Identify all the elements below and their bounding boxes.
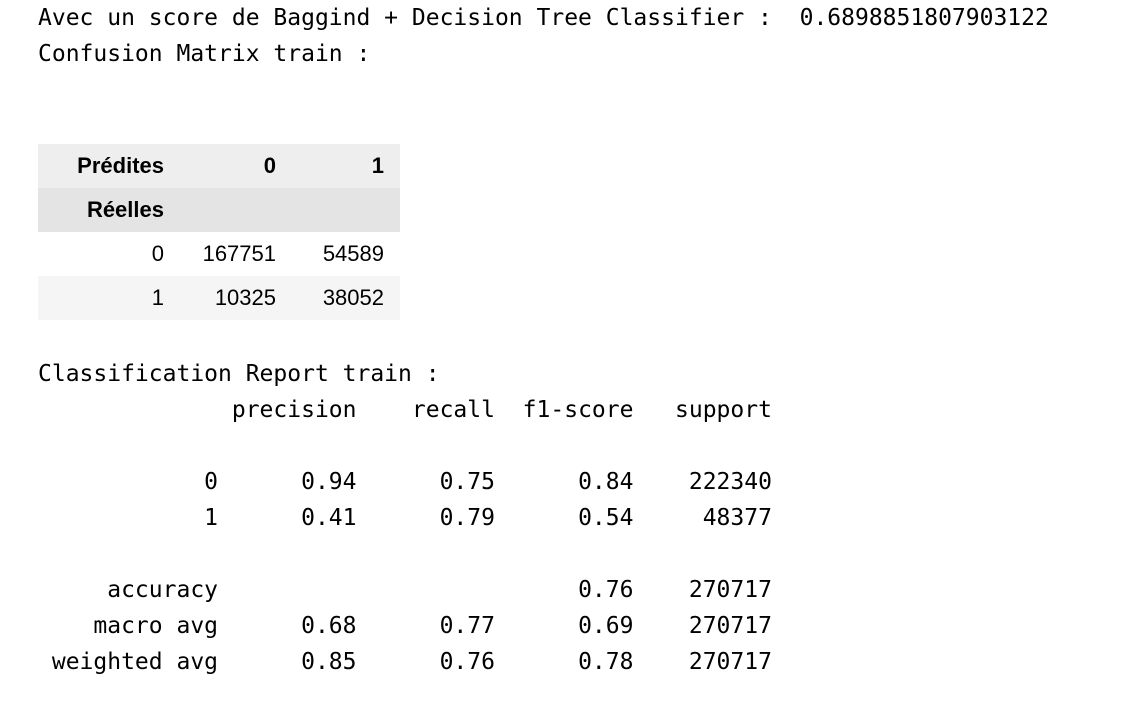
report-precision: 0.41 bbox=[218, 505, 357, 531]
index-name-row-empty-cell bbox=[180, 188, 292, 232]
report-row-label: macro avg bbox=[38, 613, 219, 639]
report-recall: 0.77 bbox=[356, 613, 495, 639]
confusion-matrix-title: Confusion Matrix train : bbox=[38, 41, 371, 67]
report-precision: 0.85 bbox=[218, 649, 357, 675]
report-precision bbox=[218, 577, 356, 603]
report-f1: 0.54 bbox=[494, 505, 634, 531]
report-f1: 0.84 bbox=[494, 469, 634, 495]
report-f1: 0.78 bbox=[494, 649, 634, 675]
report-header-support: support bbox=[633, 397, 772, 423]
report-recall: 0.75 bbox=[356, 469, 495, 495]
report-header-precision: precision bbox=[38, 397, 357, 423]
report-f1: 0.76 bbox=[494, 577, 634, 603]
confusion-matrix-table: Prédites 0 1 Réelles 0 167751 54589 1 10… bbox=[38, 144, 400, 320]
column-header-0: 0 bbox=[180, 144, 292, 188]
report-row: weighted avg 0.85 0.76 0.78 270717 bbox=[38, 649, 772, 675]
index-name-row: Réelles bbox=[38, 188, 400, 232]
report-f1: 0.69 bbox=[494, 613, 634, 639]
table-cell: 54589 bbox=[322, 241, 384, 266]
index-name-header: Réelles bbox=[38, 188, 180, 232]
index-name-row-empty-cell bbox=[292, 188, 400, 232]
score-line: Avec un score de Baggind + Decision Tree… bbox=[38, 5, 1049, 31]
report-row-label: accuracy bbox=[38, 577, 219, 603]
report-support: 48377 bbox=[633, 505, 772, 531]
report-recall: 0.79 bbox=[356, 505, 495, 531]
row-index: 1 bbox=[151, 285, 164, 310]
report-header-row: precision recall f1-score support bbox=[38, 397, 772, 423]
report-header-recall: recall bbox=[356, 397, 495, 423]
table-header-row: Prédites 0 1 bbox=[38, 144, 400, 188]
table-row: 0 167751 54589 bbox=[38, 232, 400, 276]
classification-report-output: Classification Report train : precision … bbox=[38, 356, 772, 680]
table-cell: 38052 bbox=[322, 285, 384, 310]
stdout-output: Avec un score de Baggind + Decision Tree… bbox=[38, 0, 1049, 72]
report-row: macro avg 0.68 0.77 0.69 270717 bbox=[38, 613, 772, 639]
table-row: 1 10325 38052 bbox=[38, 276, 400, 320]
report-precision: 0.94 bbox=[218, 469, 357, 495]
report-row: 0 0.94 0.75 0.84 222340 bbox=[38, 469, 772, 495]
table-cell: 10325 bbox=[214, 285, 276, 310]
classification-report-title: Classification Report train : bbox=[38, 361, 440, 387]
report-row-label: 0 bbox=[38, 469, 219, 495]
confusion-matrix-dataframe: Prédites 0 1 Réelles 0 167751 54589 1 10… bbox=[38, 144, 400, 320]
column-header-1: 1 bbox=[292, 144, 400, 188]
columns-name-header: Prédites bbox=[38, 144, 180, 188]
report-support: 270717 bbox=[633, 577, 772, 603]
report-header-f1: f1-score bbox=[494, 397, 634, 423]
report-recall bbox=[357, 577, 495, 603]
report-support: 270717 bbox=[633, 613, 772, 639]
table-cell: 167751 bbox=[202, 241, 276, 266]
report-support: 222340 bbox=[633, 469, 772, 495]
report-row: accuracy 0.76 270717 bbox=[38, 577, 772, 603]
report-support: 270717 bbox=[633, 649, 772, 675]
report-recall: 0.76 bbox=[356, 649, 495, 675]
report-precision: 0.68 bbox=[218, 613, 357, 639]
report-row-label: 1 bbox=[38, 505, 219, 531]
report-row: 1 0.41 0.79 0.54 48377 bbox=[38, 505, 772, 531]
row-index: 0 bbox=[151, 241, 164, 266]
report-row-label: weighted avg bbox=[38, 649, 219, 675]
